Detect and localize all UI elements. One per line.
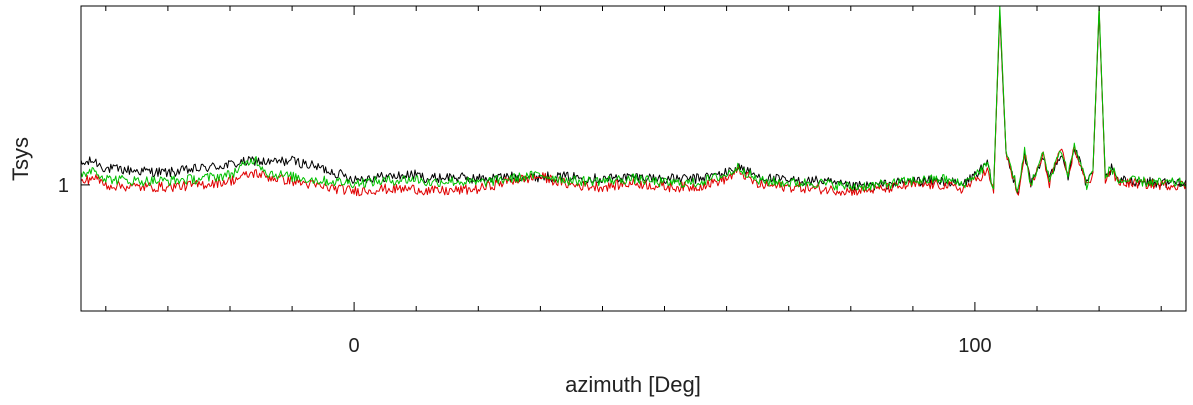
ticks-layer: 01002001 bbox=[58, 6, 1186, 357]
series-line-1 bbox=[80, 11, 1187, 196]
series-line-3 bbox=[80, 5, 1187, 193]
series-line-2 bbox=[80, 7, 1187, 197]
x-tick-label: 0 bbox=[349, 335, 360, 357]
x-tick-label: 100 bbox=[958, 335, 991, 357]
plot-frame bbox=[80, 5, 1187, 312]
x-axis-title: azimuth [Deg] bbox=[565, 372, 701, 397]
series-layer bbox=[80, 5, 1187, 197]
y-tick-label: 1 bbox=[58, 175, 69, 197]
y-axis-title: Tsys bbox=[8, 137, 33, 181]
